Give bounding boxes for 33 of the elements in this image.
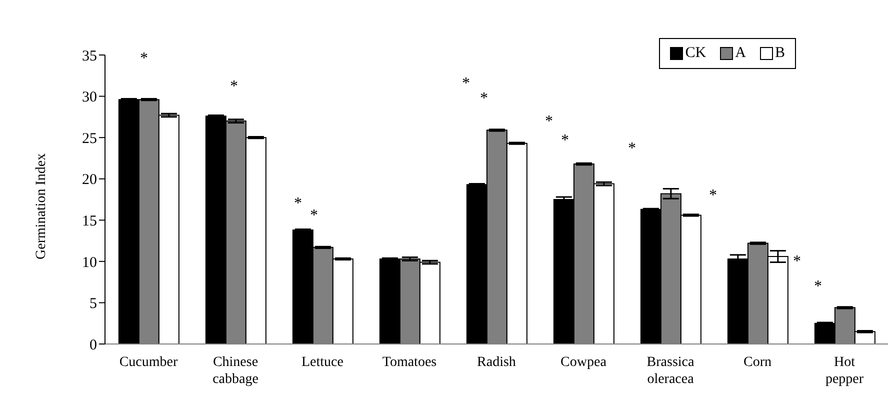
legend-label: A bbox=[735, 45, 746, 62]
y-tick-label: 0 bbox=[90, 337, 97, 354]
annotation: * bbox=[545, 113, 553, 130]
x-tick-label: Hot pepper bbox=[825, 355, 864, 387]
y-tick-label: 5 bbox=[90, 296, 97, 312]
annotation: * bbox=[140, 50, 148, 67]
x-tick-label: Corn bbox=[744, 355, 772, 370]
y-tick-label: 30 bbox=[82, 90, 97, 106]
annotation: * bbox=[462, 75, 470, 92]
x-tick-label: Brassica oleracea bbox=[646, 355, 695, 387]
y-axis-title: Germination Index bbox=[34, 153, 49, 260]
annotation: * bbox=[561, 132, 569, 149]
annotation: * bbox=[310, 207, 318, 224]
y-tick-label: 20 bbox=[82, 172, 97, 188]
annotation: * bbox=[628, 140, 636, 157]
annotation: * bbox=[294, 195, 302, 212]
y-tick-label: 15 bbox=[82, 213, 97, 230]
x-tick-label: Radish bbox=[477, 355, 516, 370]
x-tick-label: Tomatoes bbox=[382, 355, 437, 370]
y-tick-label: 10 bbox=[82, 254, 97, 271]
annotation: * bbox=[709, 187, 717, 204]
legend-label: B bbox=[774, 45, 785, 62]
x-tick-label: Chinese cabbage bbox=[212, 355, 258, 387]
annotation: * bbox=[793, 253, 801, 270]
annotation: * bbox=[814, 278, 822, 295]
annotation: * bbox=[230, 78, 238, 95]
x-tick-label: Lettuce bbox=[302, 355, 344, 370]
x-tick-label: Cowpea bbox=[560, 355, 608, 370]
x-tick-label: Cucumber bbox=[119, 355, 178, 370]
y-tick-label: 35 bbox=[82, 48, 97, 64]
annotation: * bbox=[480, 90, 488, 107]
y-tick-label: 25 bbox=[82, 130, 97, 147]
legend-label: CK bbox=[685, 45, 706, 62]
